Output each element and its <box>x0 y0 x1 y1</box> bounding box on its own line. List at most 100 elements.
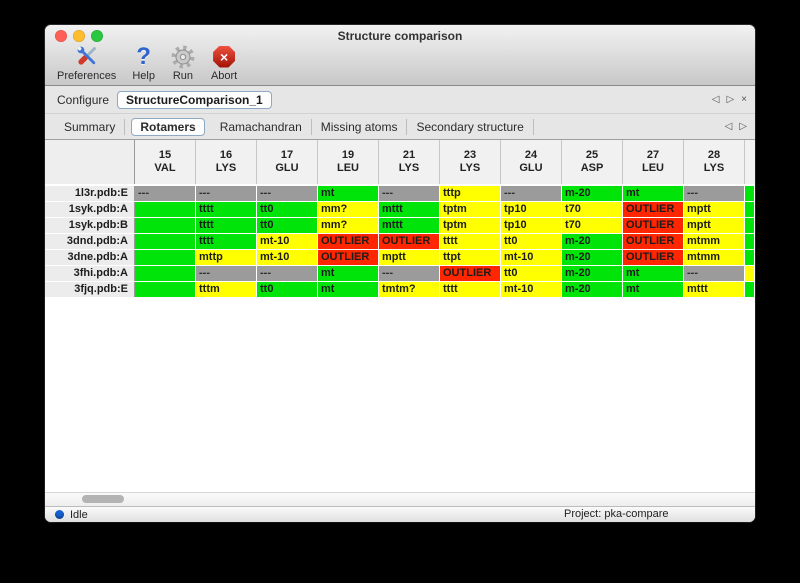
prev-tab-icon[interactable]: ◁ <box>724 120 733 132</box>
rotamer-cell[interactable]: ttpt <box>440 250 500 265</box>
rotamer-cell[interactable]: tt0 <box>501 234 561 249</box>
rotamer-cell[interactable]: mt <box>623 186 683 201</box>
rotamer-cell[interactable]: --- <box>257 186 317 201</box>
rotamer-cell[interactable]: t70 <box>562 202 622 217</box>
rotamer-cell[interactable]: tp10 <box>501 202 561 217</box>
rotamer-cell[interactable]: --- <box>379 266 439 281</box>
rotamer-cell[interactable]: mttt <box>684 282 744 297</box>
rotamer-cell[interactable]: --- <box>257 266 317 281</box>
rotamer-cell[interactable]: tttt <box>196 234 256 249</box>
prev-config-icon[interactable]: ◁ <box>711 93 720 105</box>
rotamer-cell[interactable]: mtmm <box>684 250 744 265</box>
abort-button[interactable]: × Abort <box>211 44 237 82</box>
rotamer-cell[interactable]: mt-10 <box>257 250 317 265</box>
rotamer-cell[interactable]: mt <box>623 266 683 281</box>
rotamer-cell[interactable]: tt0 <box>257 282 317 297</box>
rotamer-cell[interactable]: m-20 <box>562 250 622 265</box>
rotamer-cell-partial[interactable] <box>745 250 754 265</box>
rotamer-cell[interactable]: mttt <box>379 218 439 233</box>
rotamer-cell[interactable]: mttt <box>379 202 439 217</box>
horizontal-scrollbar[interactable] <box>45 492 755 506</box>
rotamer-cell[interactable]: t70 <box>562 218 622 233</box>
rotamer-cell[interactable]: --- <box>135 186 195 201</box>
structure-row-label[interactable]: 1l3r.pdb:E <box>45 186 135 201</box>
rotamer-cell[interactable]: mttp <box>196 250 256 265</box>
column-header[interactable]: 28 LYS <box>684 140 745 184</box>
rotamer-cell[interactable]: --- <box>684 186 744 201</box>
rotamer-cell[interactable]: mptt <box>684 218 744 233</box>
rotamer-cell[interactable]: OUTLIER <box>623 250 683 265</box>
rotamer-cell[interactable] <box>135 234 195 249</box>
rotamer-cell[interactable]: mptt <box>684 202 744 217</box>
rotamer-cell[interactable]: mt-10 <box>257 234 317 249</box>
rotamer-cell[interactable]: OUTLIER <box>318 234 378 249</box>
rotamer-cell[interactable]: mt <box>318 266 378 281</box>
rotamer-cell[interactable]: tt0 <box>257 218 317 233</box>
rotamer-cell-partial[interactable] <box>745 186 754 201</box>
zoom-window-button[interactable] <box>91 30 103 42</box>
next-config-icon[interactable]: ▷ <box>726 93 735 105</box>
preferences-button[interactable]: Preferences <box>57 44 116 82</box>
run-button[interactable]: Run <box>171 44 195 82</box>
rotamer-cell[interactable]: m-20 <box>562 186 622 201</box>
structure-row-label[interactable]: 3dnd.pdb:A <box>45 234 135 249</box>
rotamer-cell[interactable]: mptt <box>379 250 439 265</box>
rotamer-cell[interactable]: OUTLIER <box>623 202 683 217</box>
rotamer-cell[interactable]: mm? <box>318 202 378 217</box>
rotamer-cell[interactable]: mtmm <box>684 234 744 249</box>
tab-summary[interactable]: Summary <box>55 118 126 135</box>
rotamer-cell[interactable]: --- <box>196 186 256 201</box>
column-header[interactable]: 27 LEU <box>623 140 684 184</box>
rotamer-cell-partial[interactable] <box>745 202 754 217</box>
tab-rotamers[interactable]: Rotamers <box>131 117 205 136</box>
rotamer-cell[interactable]: --- <box>684 266 744 281</box>
column-header[interactable]: 25 ASP <box>562 140 623 184</box>
rotamer-cell[interactable] <box>135 202 195 217</box>
rotamer-cell[interactable]: tt0 <box>501 266 561 281</box>
configuration-tab[interactable]: StructureComparison_1 <box>117 90 272 109</box>
rotamer-cell[interactable]: --- <box>196 266 256 281</box>
rotamer-cell[interactable]: --- <box>379 186 439 201</box>
scrollbar-thumb[interactable] <box>82 495 124 503</box>
column-header[interactable]: 15 VAL <box>135 140 196 184</box>
rotamer-cell[interactable]: m-20 <box>562 282 622 297</box>
rotamer-cell[interactable] <box>135 266 195 281</box>
close-config-icon[interactable]: × <box>741 93 747 105</box>
structure-row-label[interactable]: 1syk.pdb:B <box>45 218 135 233</box>
rotamer-cell[interactable]: m-20 <box>562 266 622 281</box>
structure-row-label[interactable]: 3dne.pdb:A <box>45 250 135 265</box>
structure-row-label[interactable]: 3fjq.pdb:E <box>45 282 135 297</box>
rotamer-cell[interactable]: tptm <box>440 218 500 233</box>
close-window-button[interactable] <box>55 30 67 42</box>
rotamer-cell[interactable]: tmtm? <box>379 282 439 297</box>
rotamer-cell[interactable]: tt0 <box>257 202 317 217</box>
rotamer-cell[interactable]: mt-10 <box>501 250 561 265</box>
rotamer-cell[interactable]: tttm <box>196 282 256 297</box>
column-header[interactable]: 21 LYS <box>379 140 440 184</box>
rotamer-cell[interactable]: tttt <box>196 202 256 217</box>
rotamer-cell[interactable]: OUTLIER <box>379 234 439 249</box>
rotamer-cell[interactable]: mm? <box>318 218 378 233</box>
rotamer-cell[interactable]: mt <box>318 282 378 297</box>
rotamer-cell[interactable]: tttt <box>440 234 500 249</box>
rotamer-cell[interactable]: mt-10 <box>501 282 561 297</box>
rotamer-cell[interactable]: m-20 <box>562 234 622 249</box>
rotamer-cell[interactable]: tttp <box>440 186 500 201</box>
rotamer-cell[interactable]: tp10 <box>501 218 561 233</box>
rotamer-cell[interactable] <box>135 250 195 265</box>
help-button[interactable]: ? Help <box>132 44 155 82</box>
structure-row-label[interactable]: 1syk.pdb:A <box>45 202 135 217</box>
minimize-window-button[interactable] <box>73 30 85 42</box>
rotamer-cell[interactable]: tptm <box>440 202 500 217</box>
column-header[interactable]: 24 GLU <box>501 140 562 184</box>
column-header[interactable]: 19 LEU <box>318 140 379 184</box>
rotamer-cell[interactable]: OUTLIER <box>318 250 378 265</box>
tab-missing-atoms[interactable]: Missing atoms <box>312 118 408 135</box>
title-bar[interactable]: Structure comparison <box>45 25 755 47</box>
rotamer-cell[interactable] <box>135 218 195 233</box>
rotamer-cell[interactable] <box>135 282 195 297</box>
rotamer-cell[interactable]: mt <box>318 186 378 201</box>
rotamer-cell[interactable]: tttt <box>440 282 500 297</box>
rotamer-cell[interactable]: OUTLIER <box>440 266 500 281</box>
tab-ramachandran[interactable]: Ramachandran <box>211 118 312 135</box>
